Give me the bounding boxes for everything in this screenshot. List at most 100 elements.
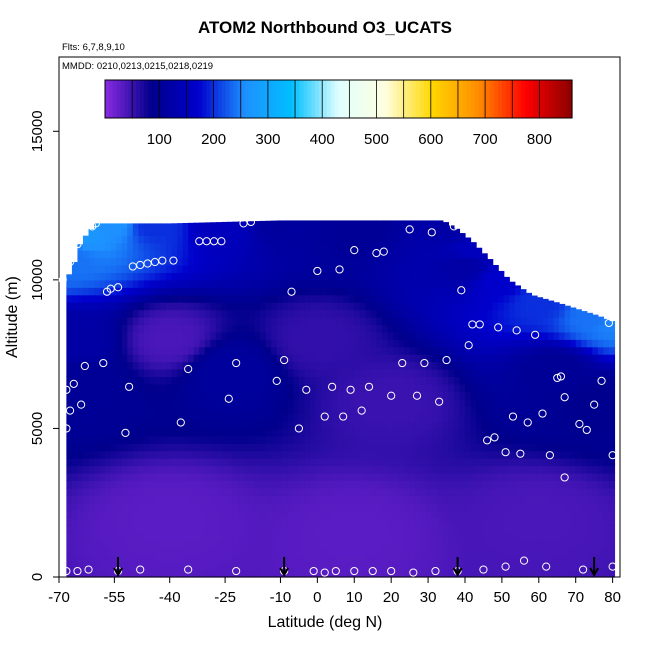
heat-cell: [570, 307, 577, 311]
heat-cell: [476, 562, 483, 571]
heat-cell: [381, 435, 389, 444]
heat-cell: [603, 398, 610, 407]
heat-cell: [376, 502, 383, 511]
heat-cell: [149, 473, 156, 482]
heat-cell: [509, 369, 516, 378]
heat-cell: [332, 480, 339, 489]
heat-cell: [420, 525, 427, 534]
heat-cell: [321, 279, 328, 288]
heat-cell: [498, 465, 505, 474]
heat-cell: [243, 257, 250, 266]
heat-cell: [420, 502, 427, 511]
heat-cell: [149, 354, 156, 363]
heat-cell: [476, 532, 483, 541]
heat-cell: [215, 562, 222, 571]
heat-cell: [121, 391, 128, 400]
heat-cell: [476, 458, 483, 467]
heat-cell: [143, 473, 151, 482]
heat-cell: [559, 562, 566, 571]
heat-cell: [287, 547, 294, 556]
heat-cell: [548, 361, 555, 370]
sample-point: [608, 562, 617, 571]
heat-cell: [487, 339, 494, 348]
heat-cell: [381, 547, 389, 556]
heat-cell: [431, 495, 438, 504]
heat-cell: [398, 354, 405, 363]
heat-cell: [326, 398, 333, 407]
heat-cell: [121, 547, 128, 556]
heat-cell: [132, 562, 139, 571]
heat-cell: [138, 391, 145, 400]
heat-cell: [298, 376, 306, 385]
heat-cell: [365, 502, 372, 511]
heat-cell: [282, 502, 289, 511]
heat-cell: [166, 458, 173, 467]
heat-cell: [204, 391, 211, 400]
heat-cell: [282, 539, 289, 548]
heat-cell: [276, 428, 283, 437]
heat-cell: [464, 458, 472, 467]
heat-cell: [94, 294, 101, 303]
colorbar-swatch: [396, 80, 402, 118]
heat-cell: [94, 242, 101, 251]
heat-cell: [608, 406, 616, 415]
heat-cell: [249, 279, 256, 288]
heat-cell: [359, 279, 366, 288]
heat-cell: [481, 376, 488, 385]
colorbar-swatch: [505, 80, 511, 118]
colorbar-swatch: [330, 80, 336, 118]
heat-cell: [210, 473, 217, 482]
heat-cell: [321, 458, 328, 467]
heat-cell: [304, 354, 311, 363]
heat-cell: [71, 465, 79, 474]
heat-cell: [520, 539, 527, 548]
colorbar-swatch: [556, 80, 561, 118]
heat-cell: [282, 279, 289, 288]
heat-cell: [188, 324, 195, 333]
heat-cell: [420, 242, 427, 251]
heat-cell: [210, 510, 217, 519]
heat-cell: [238, 317, 245, 326]
sample-point: [232, 358, 241, 368]
heat-cell: [481, 339, 488, 348]
heat-cell: [431, 510, 438, 519]
heat-cell: [293, 235, 300, 244]
heat-cell: [354, 287, 361, 296]
heat-cell: [99, 532, 106, 541]
heat-cell: [149, 279, 156, 288]
heat-cell: [459, 250, 466, 259]
heat-cell: [570, 428, 577, 437]
heat-cell: [470, 569, 477, 578]
heat-cell: [99, 242, 106, 251]
heat-cell: [199, 532, 206, 541]
heat-cell: [492, 287, 499, 296]
heat-cell: [365, 450, 372, 459]
heat-cell: [487, 413, 494, 422]
heat-cell: [487, 346, 494, 355]
heat-cell: [298, 495, 306, 504]
heat-cell: [82, 339, 90, 348]
heat-cell: [138, 539, 145, 548]
heat-cell: [514, 398, 521, 407]
heat-cell: [210, 428, 217, 437]
heat-cell: [570, 517, 577, 526]
heat-cell: [77, 525, 84, 534]
heat-cell: [160, 398, 167, 407]
heat-cell: [321, 517, 328, 526]
heat-cell: [343, 309, 350, 318]
heat-cell: [271, 554, 278, 563]
heat-cell: [199, 354, 206, 363]
heat-cell: [376, 294, 383, 303]
colorbar-swatch: [568, 80, 573, 118]
heat-cell: [365, 517, 372, 526]
heat-cell: [487, 361, 494, 370]
heat-cell: [503, 346, 510, 355]
heat-cell: [77, 383, 84, 392]
heat-cell: [326, 287, 333, 296]
heat-cell: [116, 406, 123, 415]
heat-cell: [66, 287, 73, 296]
heat-cell: [487, 547, 494, 556]
heat-cell: [282, 235, 289, 244]
heat-cell: [94, 406, 101, 415]
heat-cell: [398, 458, 405, 467]
